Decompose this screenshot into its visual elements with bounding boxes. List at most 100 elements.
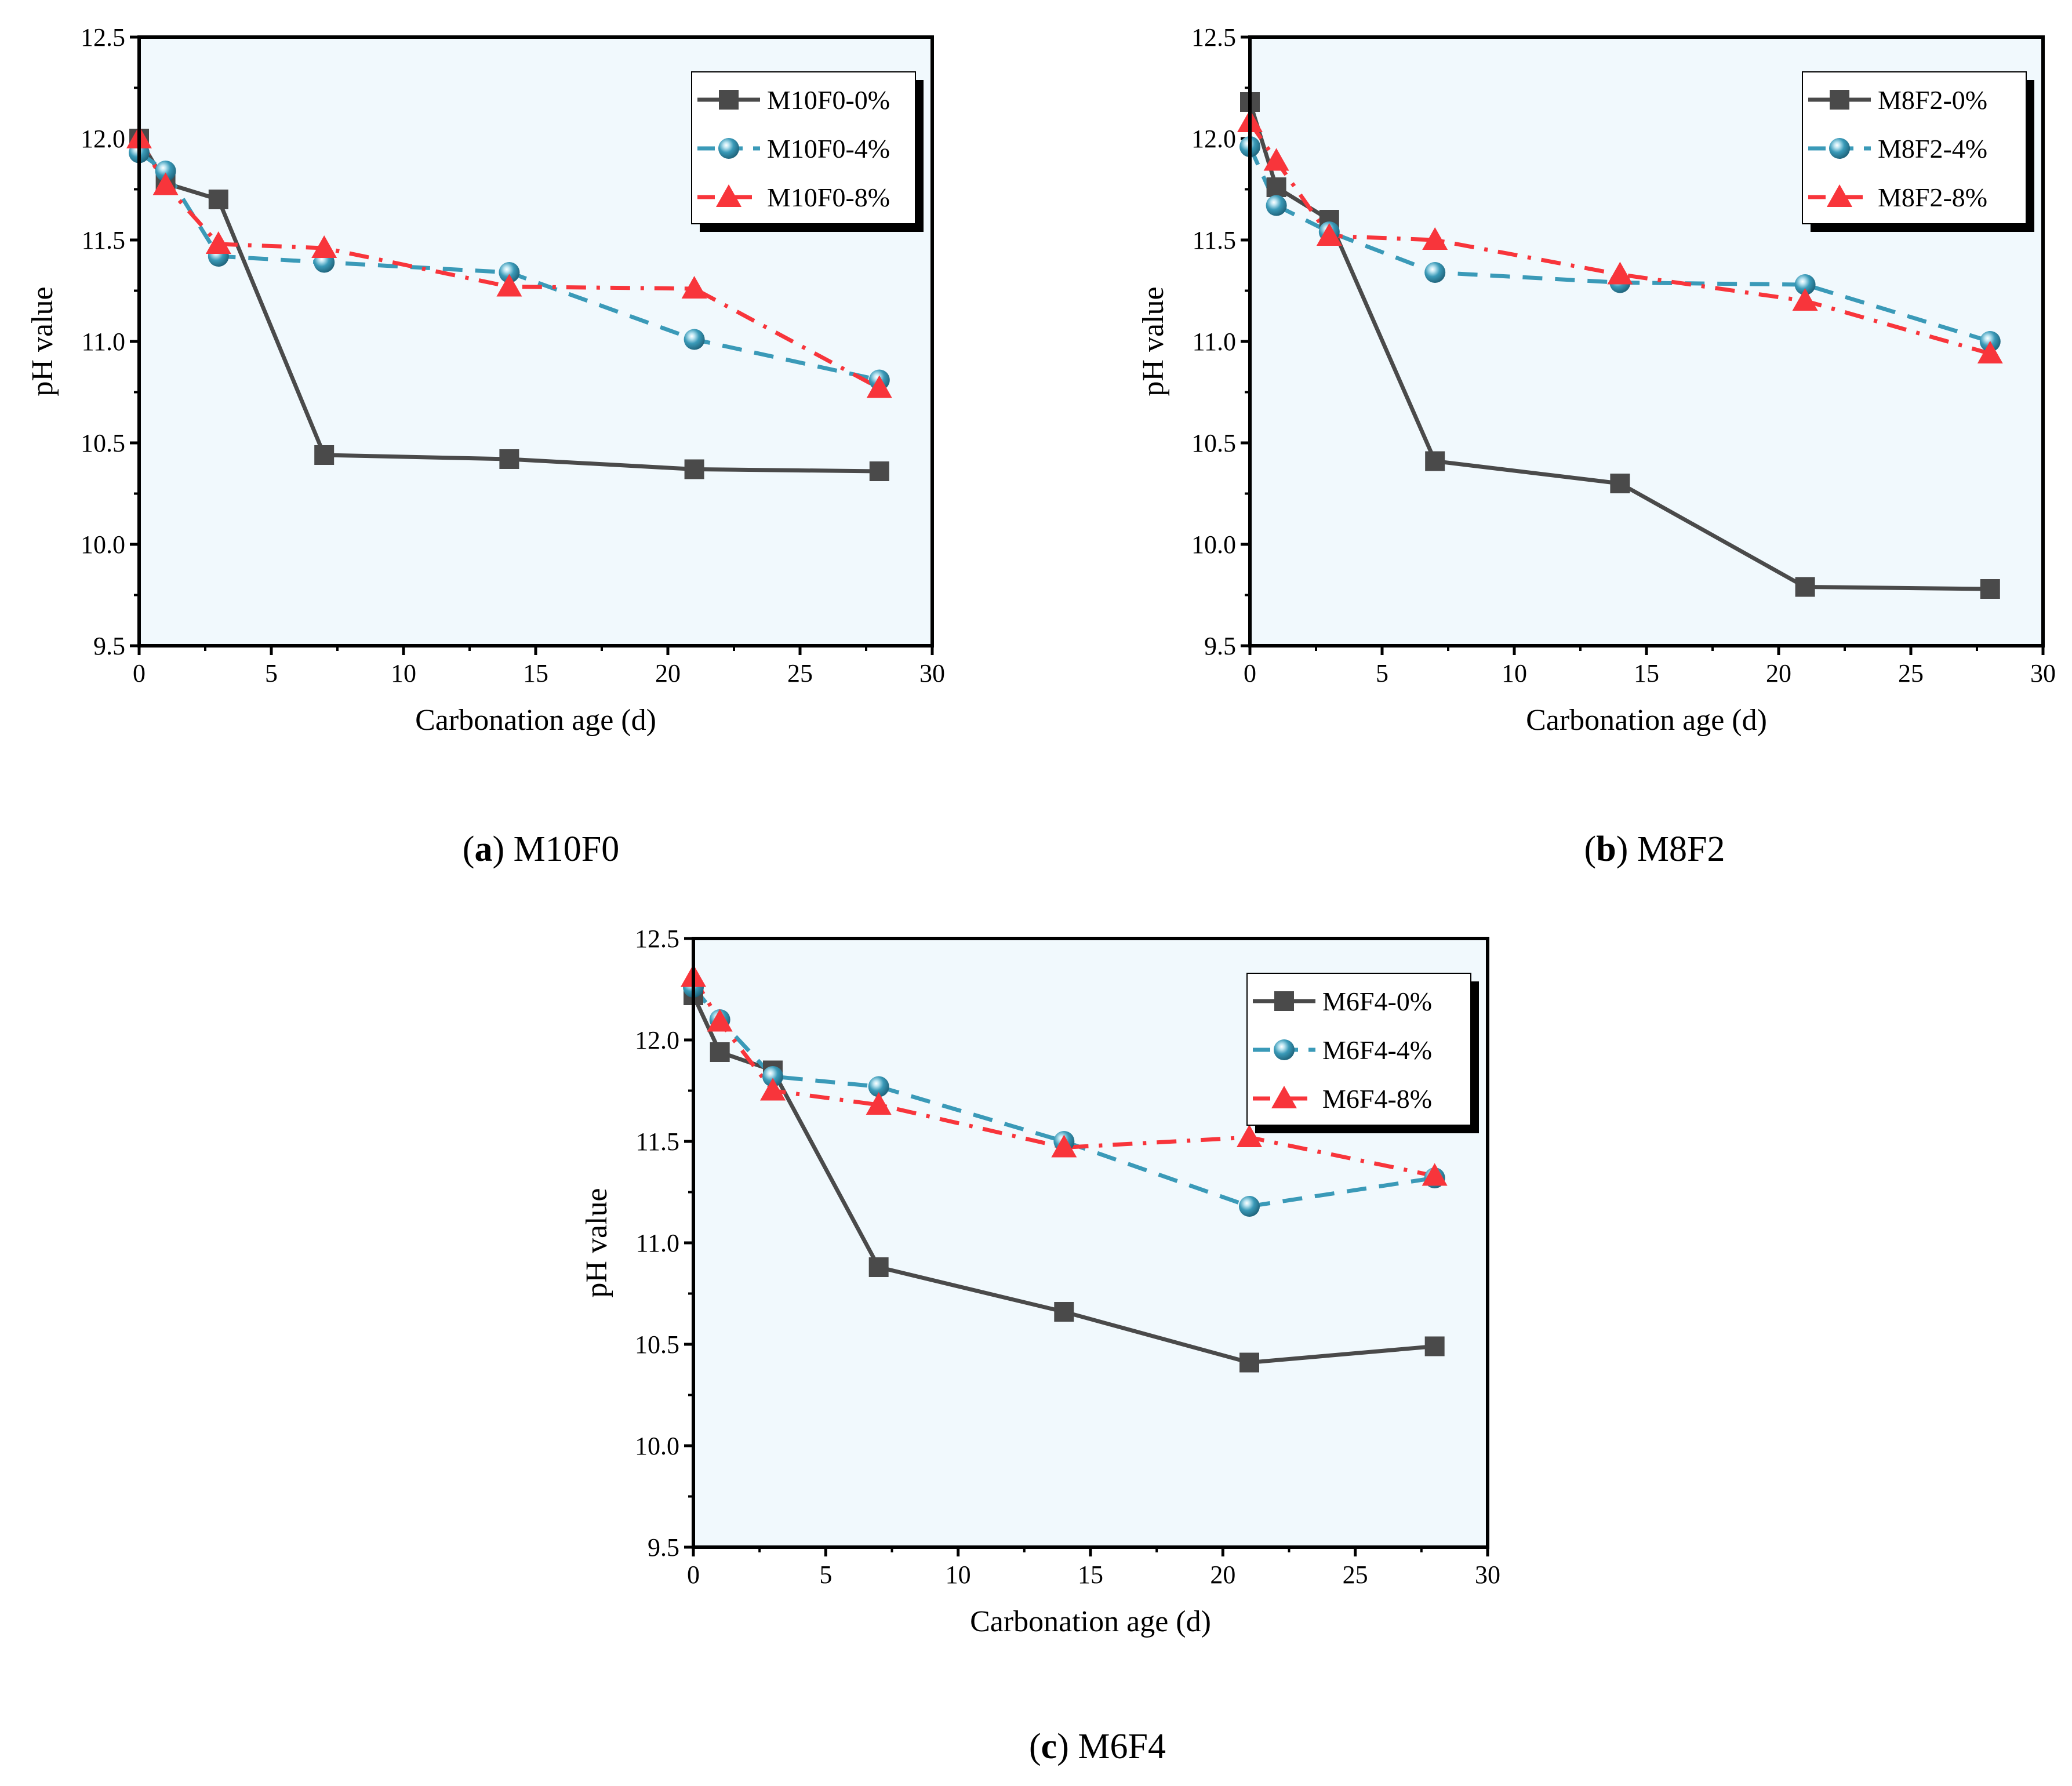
caption-letter: b	[1596, 830, 1616, 869]
y-tick-label: 10.0	[635, 1432, 679, 1460]
legend-label: M8F2-8%	[1878, 183, 1987, 212]
circle-marker	[155, 161, 176, 181]
y-tick-label: 11.0	[636, 1229, 679, 1257]
chart-c: 0 5 10 15 20 25 30 9.5 10.0 10.5 11.0 11.5 12.0 12.5 C…	[580, 925, 1500, 1766]
square-marker	[710, 1042, 730, 1062]
x-axis-title: Carbonation age (d)	[415, 704, 656, 737]
caption-letter: a	[474, 830, 492, 869]
square-marker	[1424, 1336, 1445, 1356]
plot-frame	[137, 35, 934, 648]
caption-name: M6F4	[1078, 1727, 1166, 1766]
square-marker	[314, 445, 335, 465]
x-tick-label: 20	[1766, 659, 1791, 688]
x-tick-label: 20	[1210, 1561, 1235, 1589]
triangle-marker	[1237, 1125, 1262, 1147]
circle-marker	[1274, 1039, 1295, 1060]
x-tick-label: 10	[946, 1561, 971, 1589]
caption-name: M8F2	[1637, 830, 1725, 869]
x-tick-label: 30	[2030, 659, 2056, 688]
chart-caption: (a) M10F0	[463, 830, 619, 869]
circle-marker	[684, 329, 705, 350]
circle-marker	[762, 1066, 783, 1087]
legend: M10F0-0% M10F0-4% M10F0-8%	[691, 71, 924, 232]
y-tick-label: 12.5	[1191, 23, 1236, 52]
y-tick-label: 11.5	[636, 1127, 679, 1156]
triangle-marker	[1977, 341, 2003, 363]
y-tick-label: 11.0	[1193, 328, 1236, 356]
legend-label: M10F0-0%	[767, 85, 890, 115]
y-tick-label: 9.5	[93, 632, 125, 660]
x-tick-label: 5	[1376, 659, 1388, 688]
y-tick-label: 10.0	[1191, 530, 1236, 559]
x-tick-label: 0	[133, 659, 146, 688]
square-marker	[1266, 177, 1286, 197]
x-tick-label: 30	[919, 659, 945, 688]
y-tick-label: 11.0	[82, 328, 125, 356]
square-marker	[684, 459, 704, 479]
triangle-marker	[1607, 261, 1633, 285]
x-tick-label: 0	[687, 1561, 700, 1589]
y-tick-label: 10.5	[1191, 429, 1236, 457]
y-tick-label: 9.5	[1204, 632, 1236, 660]
circle-marker	[1829, 138, 1850, 159]
square-marker	[208, 190, 228, 209]
circle-marker	[1794, 274, 1816, 295]
circle-marker	[1424, 262, 1446, 283]
x-axis-title: Carbonation age (d)	[970, 1605, 1211, 1638]
caption-paren-open: (	[1029, 1727, 1041, 1766]
plot-frame	[1248, 35, 2045, 648]
circle-marker	[1266, 195, 1287, 216]
caption-paren-close: )	[1057, 1727, 1078, 1766]
x-tick-label: 15	[1634, 659, 1659, 688]
caption-paren-close: )	[492, 830, 513, 869]
x-tick-label: 10	[391, 659, 416, 688]
y-tick-label: 9.5	[648, 1533, 679, 1562]
triangle-marker	[716, 184, 741, 207]
triangle-marker	[496, 274, 522, 297]
square-marker	[1274, 991, 1294, 1011]
triangle-marker	[1271, 1086, 1297, 1108]
chart-b: 0 5 10 15 20 25 30 9.5 10.0 10.5 11.0 11.5 12.0 12.5 C…	[1137, 23, 2056, 869]
y-tick-label: 12.0	[1191, 125, 1236, 153]
y-tick-label: 10.0	[81, 530, 125, 559]
legend-label: M10F0-4%	[767, 134, 890, 163]
legend: M8F2-0% M8F2-4% M8F2-8%	[1802, 71, 2034, 232]
square-marker	[1054, 1302, 1074, 1322]
y-tick-label: 10.5	[635, 1330, 679, 1359]
y-axis-title: pH value	[1137, 286, 1170, 396]
legend-label: M10F0-8%	[767, 183, 890, 212]
triangle-marker	[1422, 227, 1448, 250]
triangle-marker	[1422, 1163, 1448, 1186]
caption-paren-open: (	[1584, 830, 1597, 869]
square-marker	[1425, 451, 1445, 471]
x-axis-title: Carbonation age (d)	[1526, 704, 1767, 737]
y-axis-title: pH value	[580, 1188, 613, 1297]
triangle-marker	[311, 235, 337, 258]
square-marker	[1239, 1352, 1259, 1373]
x-tick-label: 15	[1078, 1561, 1103, 1589]
triangle-marker	[1792, 288, 1818, 311]
plot-frame	[692, 937, 1489, 1549]
caption-name: M10F0	[514, 830, 620, 869]
y-tick-label: 12.0	[635, 1026, 679, 1054]
triangle-marker	[1263, 148, 1289, 171]
triangle-marker	[760, 1078, 786, 1101]
triangle-marker	[1827, 184, 1852, 207]
legend-label: M6F4-4%	[1322, 1035, 1432, 1065]
y-tick-label: 11.5	[82, 226, 125, 254]
circle-marker	[868, 1076, 889, 1097]
y-tick-label: 12.5	[81, 23, 125, 52]
y-tick-label: 11.5	[1193, 226, 1236, 254]
x-tick-label: 5	[819, 1561, 832, 1589]
x-tick-label: 25	[787, 659, 813, 688]
triangle-marker	[1051, 1134, 1077, 1158]
legend-label: M6F4-8%	[1322, 1084, 1432, 1114]
x-tick-label: 30	[1475, 1561, 1500, 1589]
triangle-marker	[707, 1009, 733, 1032]
circle-marker	[1239, 1196, 1260, 1217]
y-axis-title: pH value	[26, 286, 59, 396]
legend: M6F4-0% M6F4-4% M6F4-8%	[1246, 973, 1479, 1133]
square-marker	[1610, 474, 1630, 493]
triangle-marker	[866, 375, 892, 398]
triangle-marker	[866, 1092, 892, 1115]
